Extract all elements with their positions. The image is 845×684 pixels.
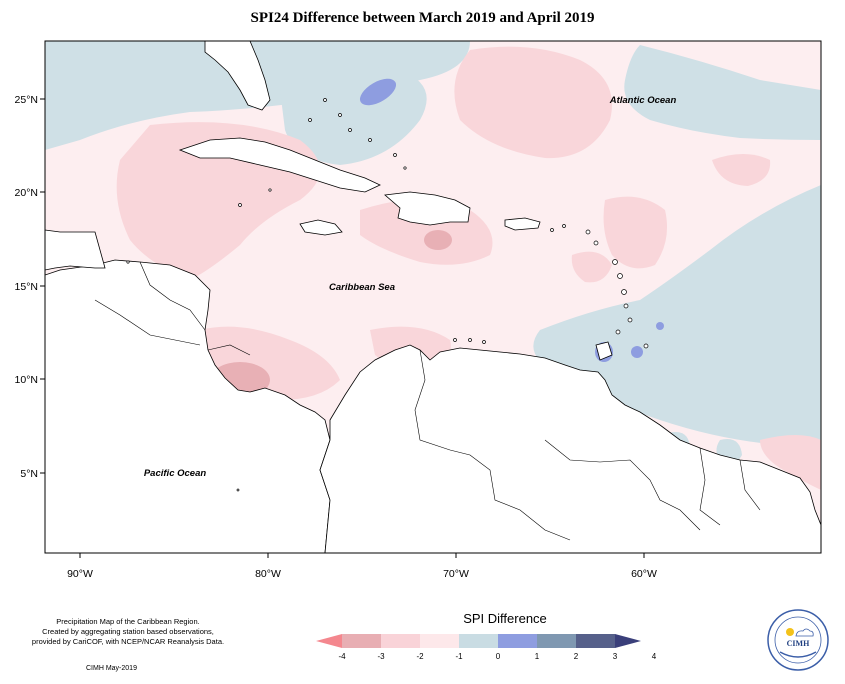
island: [368, 138, 372, 142]
pink-region-central-atlantic: [454, 46, 612, 159]
logo-text: CIMH: [787, 639, 810, 648]
legend-arrow-right: [615, 634, 641, 648]
map-title: SPI24 Difference between March 2019 and …: [250, 10, 595, 26]
island: [468, 338, 472, 342]
label-atlantic-ocean: Atlantic Ocean: [609, 95, 677, 106]
legend-tick-label: 0: [496, 652, 501, 661]
lat-label: 15°N: [15, 281, 38, 293]
legend-tick-label: 1: [535, 652, 540, 661]
legend-tick-label: 3: [613, 652, 618, 661]
pink-region-east-small: [603, 196, 668, 269]
island: [236, 488, 240, 492]
blue-region-northeast: [624, 45, 821, 140]
dark-blue-spot-bahamas: [359, 78, 397, 106]
country-borders: [94, 261, 761, 541]
cloud-icon: [795, 628, 814, 637]
land-masses: [45, 41, 821, 553]
map-frame: [44, 40, 822, 554]
island: [403, 166, 407, 170]
island: [615, 329, 621, 335]
island: [550, 228, 554, 232]
island: [617, 273, 623, 279]
island: [482, 340, 486, 344]
legend-swatch: [498, 634, 537, 648]
island: [612, 259, 618, 265]
footnote-line: Created by aggregating station based obs…: [42, 627, 214, 636]
island: [338, 113, 342, 117]
island: [348, 128, 352, 132]
island: [562, 224, 566, 228]
lat-tick-marks: [40, 98, 45, 474]
island: [126, 260, 130, 264]
lon-label: 60°W: [631, 568, 657, 580]
cimh-logo: CIMH: [767, 609, 829, 671]
lat-label: 20°N: [15, 187, 38, 199]
island: [268, 188, 272, 192]
sun-icon: [786, 628, 794, 636]
land-south-america: [319, 344, 821, 553]
island: [621, 289, 627, 295]
label-caribbean-sea: Caribbean Sea: [329, 282, 395, 293]
legend-tick-label: -3: [377, 652, 385, 661]
legend-tick-label: -4: [338, 652, 346, 661]
dark-blue-spot-barbados: [631, 346, 643, 358]
lon-tick-marks: [79, 553, 645, 558]
lon-label: 70°W: [443, 568, 469, 580]
lon-label: 80°W: [255, 568, 281, 580]
legend-swatch: [537, 634, 576, 648]
pink-region-lesser-antilles: [571, 251, 612, 283]
color-legend: -4 -3 -2 -1 0 1 2 3 4: [316, 634, 657, 661]
land-puerto-rico: [504, 217, 541, 231]
legend-swatch: [381, 634, 420, 648]
legend-tick-label: -2: [416, 652, 424, 661]
legend-swatch: [576, 634, 615, 648]
island: [593, 240, 599, 246]
island: [323, 98, 327, 102]
land-hispaniola: [384, 191, 471, 226]
island: [643, 343, 649, 349]
legend-tick-label: 2: [574, 652, 579, 661]
legend-tick-label: -1: [455, 652, 463, 661]
credit: CIMH May-2019: [86, 665, 137, 672]
island: [238, 203, 242, 207]
footnote-line: Precipitation Map of the Caribbean Regio…: [56, 617, 200, 626]
pink-region-east-2: [712, 154, 771, 186]
footnote-line: provided by CariCOF, with NCEP/NCAR Rean…: [31, 637, 225, 646]
footnote: Precipitation Map of the Caribbean Regio…: [18, 617, 238, 647]
legend-arrow-left: [316, 634, 342, 648]
island: [585, 229, 591, 235]
land-cuba: [178, 137, 381, 193]
island: [393, 153, 397, 157]
island: [627, 317, 633, 323]
island: [623, 303, 629, 309]
land-florida: [204, 41, 271, 111]
dark-blue-spot-small: [656, 322, 664, 330]
land-yucatan: [45, 229, 106, 271]
dark-pink-spot-haiti: [424, 230, 452, 250]
legend-swatch: [342, 634, 381, 648]
land-trinidad: [595, 341, 613, 361]
lon-label: 90°W: [67, 568, 93, 580]
land-jamaica: [299, 219, 343, 236]
label-pacific-ocean: Pacific Ocean: [144, 468, 207, 479]
island: [453, 338, 457, 342]
legend-swatch: [420, 634, 459, 648]
legend-tick-label: 4: [652, 652, 657, 661]
lat-label: 10°N: [15, 374, 38, 386]
legend-swatch: [459, 634, 498, 648]
island: [308, 118, 312, 122]
lat-label: 5°N: [20, 468, 38, 480]
lat-label: 25°N: [15, 94, 38, 106]
pink-region-southeast: [760, 435, 821, 490]
lesser-antilles: [126, 98, 649, 492]
legend-title: SPI Difference: [463, 611, 547, 626]
